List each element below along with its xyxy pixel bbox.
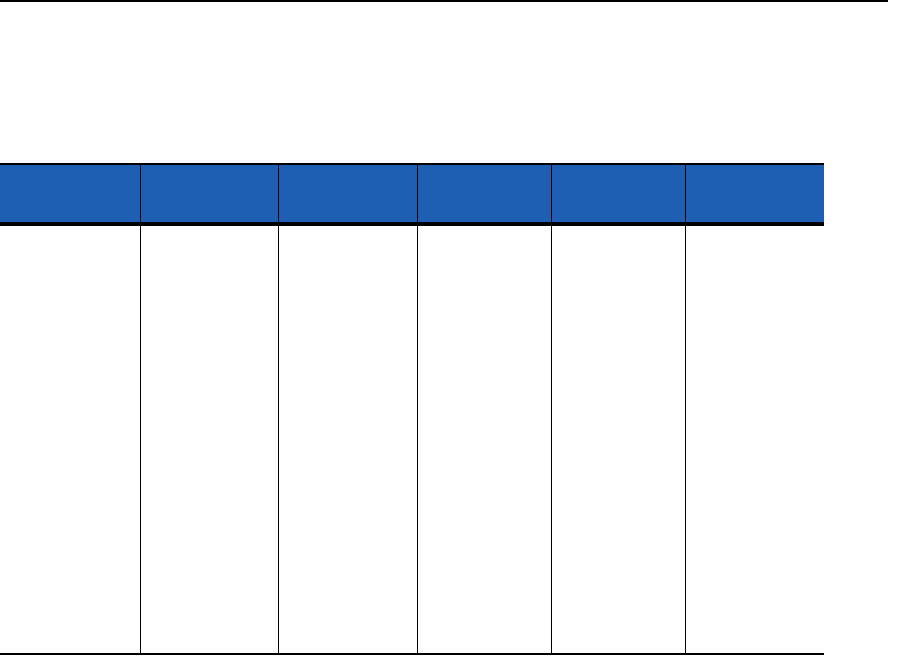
column-divider	[551, 165, 552, 653]
column-divider	[140, 165, 141, 653]
table-header-row	[0, 163, 824, 226]
column-divider	[417, 165, 418, 653]
column-header	[551, 167, 685, 222]
column-header	[0, 167, 140, 222]
column-header	[278, 167, 417, 222]
column-header	[417, 167, 551, 222]
column-header	[140, 167, 278, 222]
column-divider	[278, 165, 279, 653]
empty-table	[0, 163, 824, 656]
column-header	[685, 167, 824, 222]
column-divider	[685, 165, 686, 653]
top-rule	[0, 0, 888, 2]
table-bottom-rule	[0, 653, 824, 655]
